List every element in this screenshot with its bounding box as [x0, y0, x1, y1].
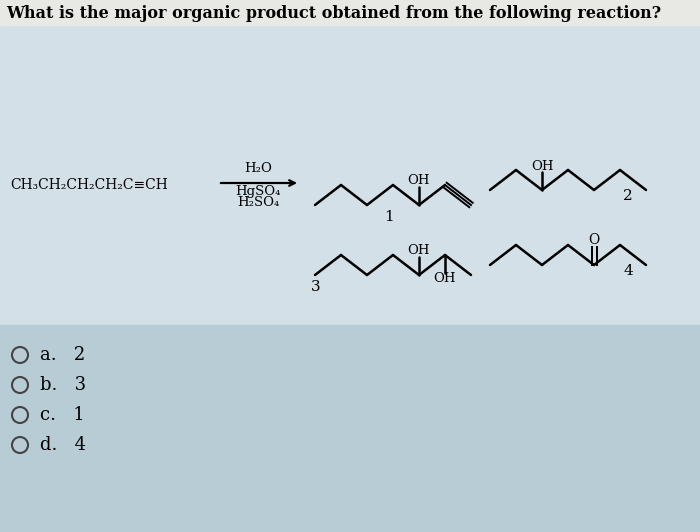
- Text: OH: OH: [434, 272, 456, 286]
- Bar: [0, 25, 700, 325]
- Text: 2: 2: [623, 189, 633, 203]
- Text: OH: OH: [531, 160, 553, 172]
- Text: a.   2: a. 2: [40, 346, 85, 364]
- Text: c.   1: c. 1: [40, 406, 85, 424]
- Text: d.   4: d. 4: [40, 436, 86, 454]
- Text: 1: 1: [384, 210, 394, 224]
- Text: HgSO₄: HgSO₄: [235, 185, 281, 197]
- Text: b.   3: b. 3: [40, 376, 86, 394]
- Text: CH₃CH₂CH₂CH₂C≡CH: CH₃CH₂CH₂CH₂C≡CH: [10, 178, 168, 192]
- Text: OH: OH: [407, 174, 430, 187]
- Text: 4: 4: [623, 264, 633, 278]
- Text: O: O: [589, 233, 600, 247]
- Text: OH: OH: [407, 245, 430, 257]
- Text: 3: 3: [311, 280, 321, 294]
- Bar: [0, 325, 700, 532]
- Bar: [0, 0, 700, 25]
- Text: H₂SO₄: H₂SO₄: [237, 196, 279, 210]
- Text: H₂O: H₂O: [244, 162, 272, 174]
- Text: What is the major organic product obtained from the following reaction?: What is the major organic product obtain…: [6, 5, 661, 22]
